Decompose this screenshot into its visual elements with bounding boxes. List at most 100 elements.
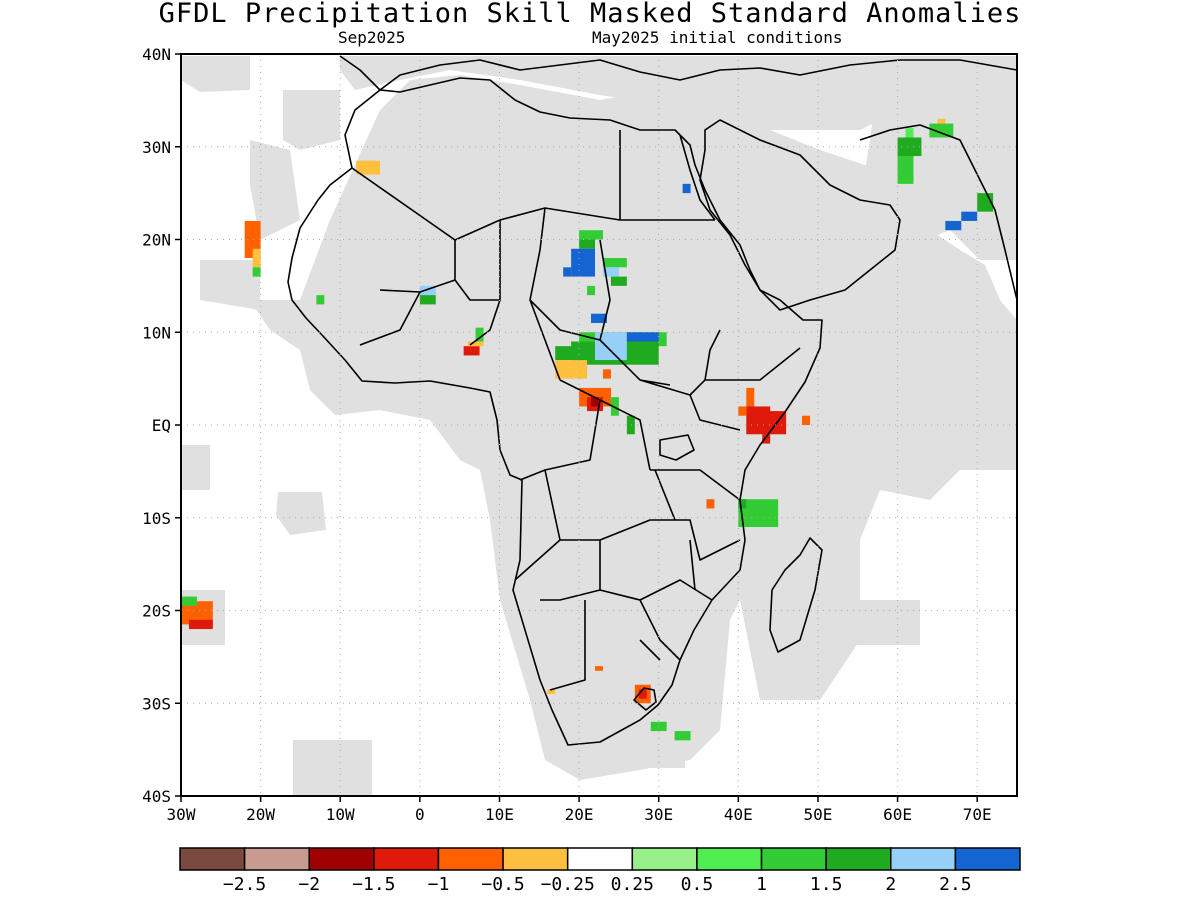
lat-tick-label: EQ <box>152 416 171 435</box>
lat-tick-label: 30S <box>142 694 171 713</box>
anomaly-cell <box>316 295 325 305</box>
initial-conditions-label: May2025 initial conditions <box>592 28 843 47</box>
lat-tick-label: 40N <box>142 45 171 64</box>
colorbar-label: 1 <box>756 874 767 895</box>
lon-tick-label: 20E <box>565 805 594 824</box>
colorbar-swatch <box>373 847 440 871</box>
anomaly-cell <box>937 118 946 124</box>
colorbar-swatch <box>179 847 246 871</box>
lake-victoria-outline <box>659 434 695 461</box>
anomaly-cell <box>626 332 659 342</box>
colorbar-legend: −2.5 −2 −1.5 −1 −0.5 −0.25 0.25 0.5 1 1.5 2 2.5 <box>179 847 1021 895</box>
lat-tick-label: 10N <box>142 323 171 342</box>
land-mask <box>181 56 1017 795</box>
anomaly-cell <box>929 123 954 138</box>
colorbar-swatch <box>825 847 892 871</box>
colorbar-swatch <box>696 847 763 871</box>
anomaly-cell <box>945 220 962 231</box>
anomaly-cell <box>738 499 747 509</box>
anomaly-cell <box>602 369 611 379</box>
anomaly-cell <box>682 183 691 194</box>
anomaly-cell <box>610 276 627 286</box>
anomaly-cell <box>252 248 261 268</box>
madagascar-outline <box>769 537 823 653</box>
lon-tick-label: 10E <box>485 805 514 824</box>
anomaly-cell <box>674 731 691 741</box>
anomaly-cell <box>419 285 436 296</box>
anomaly-cell <box>602 258 627 268</box>
arabia-coastline <box>699 119 901 311</box>
colorbar-label: 0.5 <box>681 874 714 895</box>
anomaly-cell <box>591 397 599 407</box>
colorbar-label: −0.5 <box>481 874 524 895</box>
lon-tick-label: 10W <box>326 805 355 824</box>
anomaly-cell <box>802 415 810 425</box>
anomaly-cell <box>762 411 787 435</box>
country-borders <box>287 55 1017 746</box>
colorbar-label: −2 <box>298 874 320 895</box>
anomaly-cell <box>587 285 596 296</box>
anomaly-cell <box>579 230 603 240</box>
anomaly-cell <box>595 332 627 361</box>
anomaly-cell <box>475 327 484 342</box>
anomaly-cell <box>252 267 261 277</box>
anomaly-cell <box>595 666 603 671</box>
colorbar-swatch <box>243 847 310 871</box>
anomaly-cell <box>188 619 213 630</box>
anomaly-cell <box>610 397 619 416</box>
anomaly-cell <box>181 596 197 606</box>
anomaly-cell <box>738 406 747 416</box>
lon-tick-label: 30W <box>167 805 196 824</box>
anomaly-cell <box>467 341 484 347</box>
anomaly-cell <box>638 689 647 699</box>
anomaly-cell <box>463 346 480 356</box>
anomaly-cell <box>555 360 588 379</box>
anomaly-cell <box>563 267 572 277</box>
colorbar-label: −2.5 <box>223 874 266 895</box>
anomaly-cell <box>419 295 436 305</box>
colorbar-label: −1.5 <box>352 874 395 895</box>
interior-borders <box>351 130 801 691</box>
lat-tick-label: 10S <box>142 509 171 528</box>
colorbar-label: 0.25 <box>611 874 654 895</box>
lat-tick-label: 20S <box>142 602 171 621</box>
lon-tick-label: 50E <box>803 805 832 824</box>
anomaly-cell <box>356 160 381 175</box>
lat-tick-label: 40S <box>142 787 171 806</box>
colorbar-label: 2.5 <box>939 874 972 895</box>
colorbar-swatch <box>566 847 634 871</box>
anomaly-cell <box>571 248 596 277</box>
colorbar-swatch <box>890 847 957 871</box>
colorbar-label: −0.25 <box>541 874 595 895</box>
lon-tick-label: 40E <box>724 805 753 824</box>
gridlines <box>181 54 1017 796</box>
colorbar-swatch <box>437 847 504 871</box>
lon-tick-label: 70E <box>963 805 992 824</box>
axis-ticks <box>175 53 978 802</box>
anomaly-cell <box>547 689 556 694</box>
colorbar-swatch <box>631 847 698 871</box>
anomaly-cell <box>181 601 213 625</box>
lon-tick-label: 30E <box>644 805 673 824</box>
anomaly-cell <box>897 137 922 157</box>
anomaly-cell <box>897 156 914 184</box>
forecast-month: Sep2025 <box>338 28 406 47</box>
red-sea-nile <box>654 134 716 591</box>
anomaly-cell <box>626 415 635 435</box>
iran-india-coastline <box>859 124 1017 301</box>
lon-tick-label: 60E <box>883 805 912 824</box>
anomaly-cell <box>706 499 715 509</box>
anomaly-cell <box>762 434 771 444</box>
africa-coastline <box>287 77 823 746</box>
anomaly-cell <box>602 267 619 277</box>
europe-coastline <box>339 55 1017 91</box>
lon-tick-label: 0 <box>415 805 425 824</box>
anomaly-cell <box>579 239 596 249</box>
lat-tick-label: 30N <box>142 138 171 157</box>
colorbar-swatch <box>760 847 827 871</box>
anomaly-cell <box>591 313 607 323</box>
colorbar-label: −1 <box>428 874 450 895</box>
colorbar-swatch <box>308 847 375 871</box>
